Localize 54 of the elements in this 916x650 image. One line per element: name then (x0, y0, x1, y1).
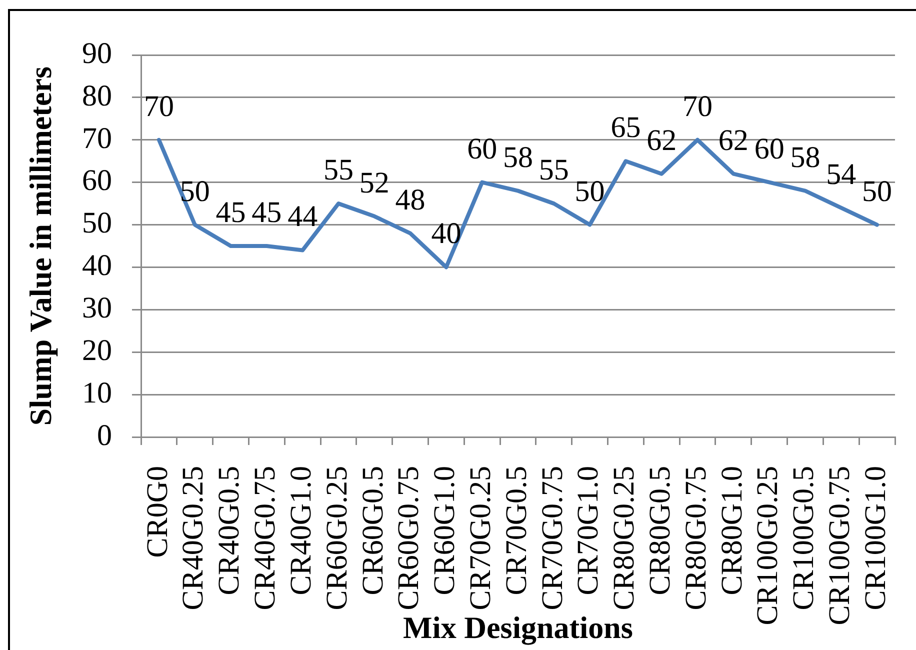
data-label: 44 (288, 200, 318, 234)
x-tick-label: CR80G0.5 (643, 466, 676, 596)
x-tick-label: CR80G0.25 (608, 466, 641, 610)
x-tick-label: CR60G0.5 (356, 466, 390, 596)
x-tick-label: CR80G1.0 (715, 466, 748, 596)
x-tick-label: CR40G1.0 (284, 466, 318, 596)
data-label: 50 (862, 174, 892, 208)
y-tick-label: 80 (82, 79, 112, 112)
data-label: 52 (359, 166, 390, 200)
x-tick-label: CR70G0.25 (464, 466, 497, 610)
data-label: 48 (395, 183, 426, 216)
y-tick-label: 40 (82, 249, 112, 282)
x-tick-label: CR70G0.75 (536, 466, 569, 610)
x-tick-label: CR60G1.0 (428, 466, 462, 596)
data-label: 62 (718, 124, 748, 157)
x-tick-label: CR40G0.75 (248, 466, 282, 610)
x-tick-label: CR60G0.25 (320, 466, 354, 610)
y-tick-label: 20 (82, 334, 112, 367)
y-tick-label: 50 (82, 206, 112, 240)
x-tick-label: CR80G0.75 (679, 466, 712, 610)
x-tick-label: CR70G1.0 (572, 466, 605, 596)
x-tick-label: CR40G0.5 (212, 466, 246, 596)
y-tick-label: 10 (82, 376, 112, 410)
x-tick-label: CR70G0.5 (500, 466, 533, 596)
x-tick-label: CR100G0.75 (823, 466, 856, 626)
data-label: 55 (323, 154, 354, 187)
x-tick-label: CR100G1.0 (858, 466, 892, 610)
data-label: 50 (180, 174, 210, 208)
data-label: 58 (503, 140, 533, 174)
data-label: 54 (826, 158, 856, 191)
data-label: 70 (144, 90, 174, 123)
data-label: 65 (610, 111, 641, 144)
data-label: 70 (682, 90, 713, 123)
data-label: 62 (646, 124, 677, 157)
data-label: 40 (431, 217, 462, 250)
y-tick-label: 60 (82, 164, 112, 198)
data-label: 58 (790, 140, 820, 174)
data-label: 50 (574, 174, 605, 208)
data-label: 55 (538, 154, 569, 187)
x-axis-title: Mix Designations (403, 610, 633, 645)
x-tick-label: CR60G0.75 (392, 466, 426, 610)
data-label: 45 (216, 196, 246, 229)
data-label: 60 (467, 132, 498, 166)
y-axis-title: Slump Value in millimeters (23, 66, 58, 426)
x-tick-label: CR100G0.5 (787, 466, 820, 610)
data-label: 45 (252, 196, 282, 229)
x-tick-label: CR100G0.25 (751, 466, 784, 626)
data-label: 60 (754, 132, 784, 166)
y-tick-label: 90 (82, 36, 112, 70)
y-tick-label: 70 (82, 122, 112, 155)
x-tick-label: CR0G0 (140, 466, 174, 558)
y-tick-label: 30 (82, 292, 112, 325)
x-tick-label: CR40G0.25 (176, 466, 210, 610)
y-tick-label: 0 (97, 418, 112, 452)
